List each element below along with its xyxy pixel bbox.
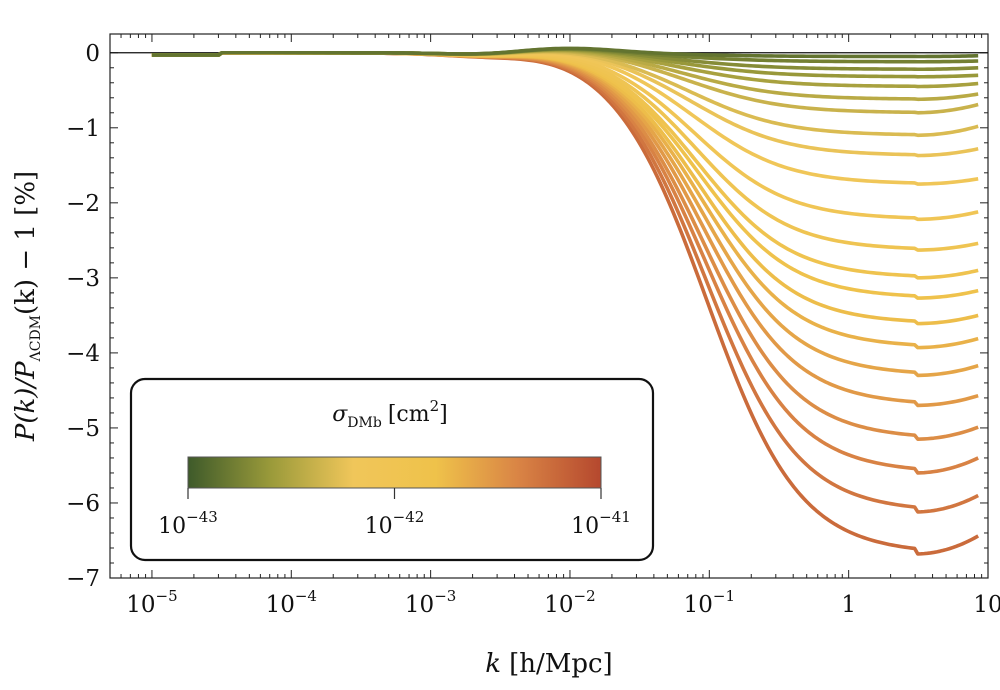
colorbar [187,456,602,489]
axis-ticks [110,34,989,579]
colorbar-legend: σDMb [cm2] 10−43 10−42 10−41 [129,377,655,562]
y-tick-label: −3 [66,266,100,292]
colorbar-tick-label: 10−43 [158,508,218,539]
y-axis-title: P(k)/PΛCDM(k) − 1 [%] [11,171,44,442]
series-line [151,46,979,59]
x-tick-labels: 10−5 10−4 10−3 10−2 10−1 1 10 [126,587,1000,618]
x-tick-label: 10−3 [405,587,456,618]
y-tick-label: −2 [66,191,100,217]
colorbar-tick-label: 10−42 [365,508,425,539]
y-tick-label: −4 [66,341,100,367]
x-tick-label: 10−4 [266,587,317,618]
x-tick-label: 1 [841,592,856,618]
y-tick-labels: 0 −1 −2 −3 −4 −5 −6 −7 [66,41,100,592]
x-tick-label: 10−1 [684,587,735,618]
y-tick-label: −6 [66,491,100,517]
colorbar-title: σDMb [cm2] [332,397,447,431]
x-axis-title: k [h/Mpc] [485,649,612,679]
y-tick-label: −5 [66,416,100,442]
x-tick-label: 10 [973,592,1000,618]
y-tick-label: −1 [66,116,100,142]
x-tick-label: 10−2 [544,587,595,618]
colorbar-ticks: 10−43 10−42 10−41 [158,488,631,539]
y-tick-label: 0 [85,41,100,67]
x-tick-label: 10−5 [126,587,177,618]
y-tick-label: −7 [66,566,100,592]
series-group [151,46,980,556]
colorbar-tick-label: 10−41 [571,508,631,539]
